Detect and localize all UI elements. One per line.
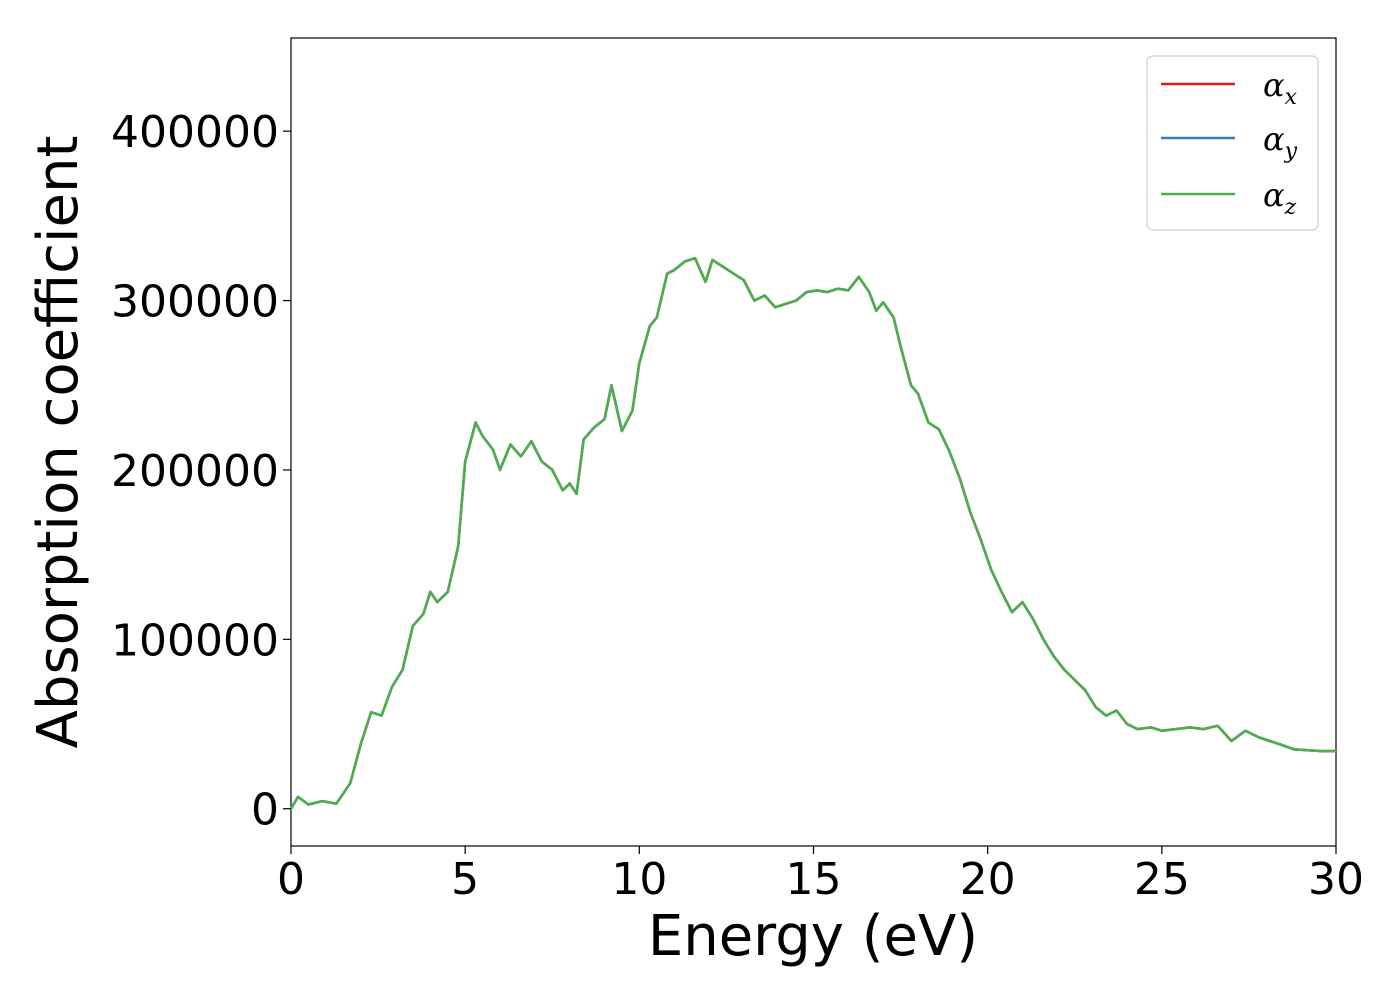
y-tick-label: 300000 bbox=[111, 277, 279, 328]
x-tick-label: 5 bbox=[451, 854, 479, 905]
legend-label-x: αx bbox=[1263, 66, 1298, 110]
y-tick-label: 100000 bbox=[111, 615, 279, 666]
series-line-x bbox=[289, 256, 1338, 810]
legend-box bbox=[1146, 55, 1319, 231]
x-tick-label: 30 bbox=[1308, 854, 1364, 905]
x-tick-label: 25 bbox=[1134, 854, 1190, 905]
series-layer bbox=[289, 256, 1338, 810]
legend-label-y: αy bbox=[1263, 120, 1298, 164]
y-tick-label: 200000 bbox=[111, 446, 279, 497]
x-tick-label: 0 bbox=[277, 854, 305, 905]
legend-label-base: α bbox=[1263, 176, 1285, 214]
x-tick-label: 20 bbox=[960, 854, 1016, 905]
y-axis-label: Absorption coefficient bbox=[26, 136, 91, 749]
y-tick-label: 0 bbox=[251, 785, 279, 836]
y-tick-label: 400000 bbox=[111, 107, 279, 158]
series-line-y bbox=[289, 256, 1338, 810]
legend-label-subscript: z bbox=[1284, 195, 1297, 220]
x-tick-label: 10 bbox=[611, 854, 667, 905]
legend-label-base: α bbox=[1263, 66, 1285, 104]
x-tick-label: 15 bbox=[786, 854, 842, 905]
legend-label-subscript: y bbox=[1284, 139, 1298, 164]
y-axis: 0 100000 200000 300000 400000 bbox=[111, 107, 291, 836]
legend-label-subscript: x bbox=[1285, 85, 1298, 110]
x-axis-label: Energy (eV) bbox=[648, 904, 978, 969]
series-line-z bbox=[289, 256, 1338, 810]
legend-label-z: αz bbox=[1263, 176, 1297, 220]
x-axis: 0 5 10 15 20 25 30 bbox=[277, 846, 1364, 905]
legend-label-base: α bbox=[1263, 120, 1285, 158]
